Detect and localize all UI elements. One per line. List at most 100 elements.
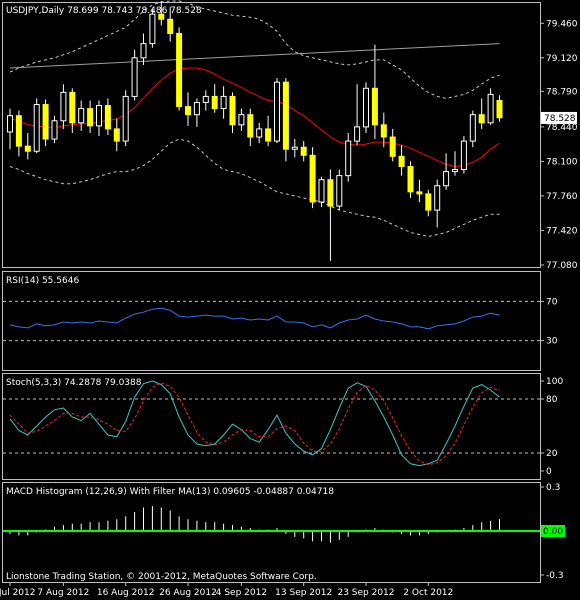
rsi-panel-frame bbox=[2, 271, 541, 371]
date-tick-label: 16 Aug 2012 bbox=[97, 588, 155, 598]
stoch-axis: 100 80 20 0 bbox=[540, 377, 563, 477]
stoch-tick-label: 20 bbox=[546, 449, 558, 459]
candle-body bbox=[380, 124, 387, 138]
candle-body bbox=[7, 115, 13, 133]
candle-body bbox=[300, 146, 307, 156]
candle-body bbox=[69, 91, 76, 124]
price-tick-label: 78.790 bbox=[546, 87, 578, 97]
candle-body bbox=[24, 145, 31, 152]
candle-body bbox=[185, 106, 191, 116]
candle-body bbox=[265, 128, 272, 142]
price-tick-label: 78.440 bbox=[546, 123, 578, 133]
price-tick-label: 78.100 bbox=[546, 157, 578, 167]
rsi-panel-title: RSI(14) 55.5646 bbox=[6, 276, 79, 286]
date-tick-label: 2 Oct 2012 bbox=[403, 588, 453, 598]
candle-body bbox=[354, 126, 361, 142]
date-tick-label: 13 Sep 2012 bbox=[275, 588, 332, 598]
bollinger-upper-band bbox=[9, 0, 500, 99]
price-tick-label: 79.460 bbox=[546, 19, 578, 29]
candle-body bbox=[371, 87, 378, 126]
macd-tick-label: 0.00 bbox=[543, 527, 563, 537]
candle-body bbox=[425, 193, 432, 211]
candle-body bbox=[202, 95, 209, 104]
macd-zero-tag bbox=[541, 525, 565, 537]
candle-body bbox=[398, 155, 405, 167]
date-tick-label: 23 Sep 2012 bbox=[337, 588, 394, 598]
candle-body bbox=[478, 114, 485, 124]
price-axis: 79.460 79.120 78.790 78.440 78.100 77.760 77.4… bbox=[540, 19, 578, 271]
macd-tick-label: 0.3 bbox=[546, 483, 560, 493]
rsi-series bbox=[9, 307, 500, 330]
candle-body bbox=[416, 191, 423, 195]
price-panel-frame bbox=[2, 2, 541, 268]
candle-body bbox=[229, 95, 236, 126]
stoch-tick-label: 0 bbox=[546, 467, 552, 477]
rsi-line bbox=[9, 307, 500, 330]
candle-body bbox=[220, 95, 227, 110]
date-tick-label: 26 Aug 2012 bbox=[159, 588, 217, 598]
candle-body bbox=[363, 87, 369, 128]
upper-band-line bbox=[9, 0, 500, 99]
stoch-panel-title: Stoch(5,3,3) 74.2878 79.0388 bbox=[6, 378, 142, 388]
candle-body bbox=[452, 169, 458, 173]
price-tick-label: 77.760 bbox=[546, 192, 578, 202]
candle-body bbox=[140, 43, 147, 59]
candle-body bbox=[309, 154, 316, 203]
candle-body bbox=[42, 104, 49, 140]
candle-body bbox=[291, 146, 298, 150]
current-price-tag bbox=[541, 111, 577, 124]
candle-body bbox=[78, 108, 85, 124]
price-tick-label: 79.120 bbox=[546, 54, 578, 64]
date-tick-label: 7 Aug 2012 bbox=[37, 588, 89, 598]
lower-band-line bbox=[9, 138, 500, 238]
candle-body bbox=[51, 120, 58, 140]
candle-body bbox=[158, 13, 165, 20]
candle-body bbox=[407, 165, 414, 193]
date-tick-label: 29 Jul 2012 bbox=[0, 588, 35, 598]
bollinger-lower-band bbox=[9, 138, 500, 238]
macd-panel-title: MACD Histogram (12,26,9) With Filter MA(… bbox=[6, 487, 334, 497]
candle-body bbox=[238, 114, 245, 126]
candle-body bbox=[345, 140, 352, 177]
candle-body bbox=[318, 179, 325, 203]
price-tick-label: 77.420 bbox=[546, 226, 578, 236]
candle-body bbox=[131, 57, 138, 97]
candle-body bbox=[149, 13, 156, 45]
stoch-panel-frame bbox=[2, 373, 541, 480]
candlesticks bbox=[7, 0, 503, 261]
candle-body bbox=[193, 102, 200, 116]
rsi-tick-label: 30 bbox=[546, 337, 558, 347]
candle-body bbox=[274, 81, 280, 142]
stoch-tick-label: 80 bbox=[546, 395, 558, 405]
candle-body bbox=[113, 128, 120, 142]
rsi-axis: 70 30 bbox=[540, 297, 558, 347]
stoch-tick-label: 100 bbox=[546, 377, 563, 387]
date-tick-label: 4 Sep 2012 bbox=[216, 588, 267, 598]
candle-body bbox=[256, 128, 263, 138]
candle-body bbox=[167, 18, 174, 34]
macd-panel-frame bbox=[2, 482, 541, 583]
rsi-tick-label: 70 bbox=[546, 297, 558, 307]
candle-body bbox=[469, 114, 476, 142]
candle-body bbox=[176, 32, 183, 108]
current-price-label: 78.528 bbox=[544, 114, 576, 124]
candle-body bbox=[327, 179, 334, 207]
candle-body bbox=[87, 108, 94, 127]
candle-body bbox=[247, 114, 254, 138]
trendline-segment bbox=[9, 43, 500, 69]
candle-body bbox=[60, 91, 67, 122]
stoch-lines bbox=[9, 380, 500, 467]
macd-axis: 0.3 0.00 -0.3 bbox=[540, 483, 565, 581]
stoch-signal-series bbox=[9, 382, 500, 466]
candle-body bbox=[336, 175, 343, 207]
candle-body bbox=[33, 104, 40, 152]
candle-body bbox=[460, 140, 467, 171]
candle-body bbox=[487, 93, 494, 124]
candle-body bbox=[15, 115, 22, 147]
price-panel-title: USDJPY,Daily 78.699 78.743 78.486 78.528 bbox=[6, 6, 202, 16]
candle-body bbox=[104, 105, 111, 130]
candle-body bbox=[282, 81, 289, 150]
